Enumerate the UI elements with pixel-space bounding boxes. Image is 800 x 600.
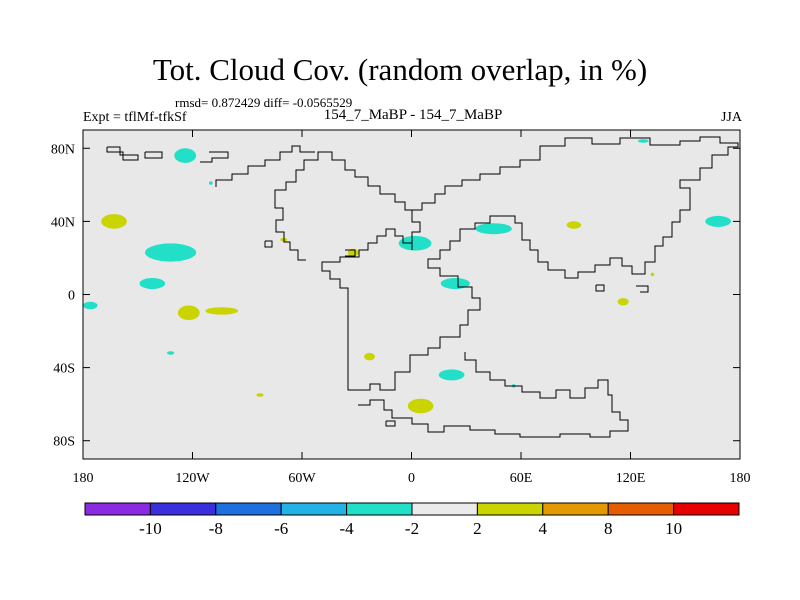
- colorbar-label: 2: [473, 519, 482, 538]
- colorbar-label: -2: [405, 519, 419, 538]
- y-tick-label: 80S: [53, 435, 75, 450]
- coastline-north-america: [215, 145, 315, 187]
- colorbar-swatch: [280, 502, 348, 516]
- coastline-islands-se: [595, 284, 605, 292]
- x-tick-label: 180: [730, 471, 751, 486]
- anomaly-patch: [440, 278, 470, 289]
- anomaly-patch: [145, 243, 197, 262]
- anomaly-patch: [398, 236, 432, 251]
- coastline-alaska: [200, 151, 229, 163]
- coastlines: [106, 136, 739, 438]
- anomaly-patch: [167, 351, 175, 355]
- coastline-arctic-islands-2: [144, 151, 163, 159]
- colorbar-label: -8: [209, 519, 223, 538]
- anomaly-patch: [364, 352, 375, 361]
- colorbar-swatch: [84, 502, 151, 516]
- colorbar-label: -10: [139, 519, 162, 538]
- colorbar-label: -6: [274, 519, 288, 538]
- colorbar-swatch: [346, 502, 413, 516]
- colorbar-label: -4: [340, 519, 355, 538]
- colorbar: -10 -8 -6 -4 -2 2 4 8 10: [84, 502, 740, 538]
- x-tick-label: 120W: [175, 471, 210, 486]
- coastline-islands-south: [385, 420, 396, 427]
- coastline-caribbean: [345, 249, 356, 257]
- anomaly-patch: [83, 301, 98, 310]
- colorbar-swatch: [476, 502, 544, 516]
- anomaly-patch: [101, 214, 127, 229]
- y-tick-label: 80N: [51, 142, 75, 157]
- coastline-iceland: [264, 240, 273, 248]
- anomaly-patch: [347, 248, 359, 257]
- anomaly-patches: [83, 139, 731, 414]
- anomaly-patch: [177, 305, 200, 321]
- y-tick-label: 0: [68, 289, 75, 304]
- coastline-arctic-islands: [106, 146, 139, 161]
- coastline-antarctica: [358, 352, 629, 438]
- x-tick-label: 60E: [510, 471, 533, 486]
- colorbar-swatch: [149, 502, 217, 516]
- anomaly-patch: [566, 221, 582, 229]
- x-tick-label: 60W: [288, 471, 316, 486]
- x-tick-label: 0: [408, 471, 415, 486]
- rmsd-diff-stats: rmsd= 0.872429 diff= -0.0565529: [175, 95, 353, 110]
- colorbar-swatch: [673, 502, 740, 516]
- x-tick-label: 180: [73, 471, 94, 486]
- anomaly-patch: [205, 307, 239, 315]
- anomaly-patch: [438, 369, 465, 381]
- coastline-europe-north: [274, 151, 412, 261]
- anomaly-patch: [209, 181, 213, 185]
- colorbar-label: 10: [665, 519, 682, 538]
- anomaly-patch: [705, 215, 731, 227]
- anomaly-patch: [650, 272, 655, 277]
- anomaly-patch: [617, 298, 629, 306]
- colorbar-label: 4: [539, 519, 548, 538]
- anomaly-patch: [407, 398, 434, 414]
- anomaly-patch: [256, 393, 264, 397]
- colorbar-swatch: [607, 502, 675, 516]
- chart-title: Tot. Cloud Cov. (random overlap, in %): [152, 52, 648, 87]
- chart-subtitle: 154_7_MaBP - 154_7_MaBP: [323, 107, 503, 123]
- y-tick-label: 40S: [53, 362, 75, 377]
- y-tick-label: 40N: [51, 215, 75, 230]
- colorbar-swatch: [215, 502, 282, 516]
- colorbar-swatch: [411, 502, 478, 516]
- season-label: JJA: [720, 110, 742, 125]
- anomaly-patch: [174, 148, 197, 163]
- y-axis: 80N 40N 0 40S 80S: [51, 142, 740, 450]
- colorbar-label: 8: [604, 519, 613, 538]
- coastline-eurasia-africa: [321, 136, 739, 391]
- coastline-islands-japan: [636, 285, 649, 293]
- anomaly-patch: [139, 278, 166, 289]
- colorbar-swatch: [542, 502, 609, 516]
- anomaly-patch: [637, 139, 649, 143]
- anomaly-patch: [475, 223, 512, 235]
- experiment-label: Expt = tflMf-tfkSf: [83, 110, 187, 125]
- x-axis: 180 120W 60W 0 60E 120E 180: [73, 130, 751, 486]
- x-tick-label: 120E: [616, 471, 646, 486]
